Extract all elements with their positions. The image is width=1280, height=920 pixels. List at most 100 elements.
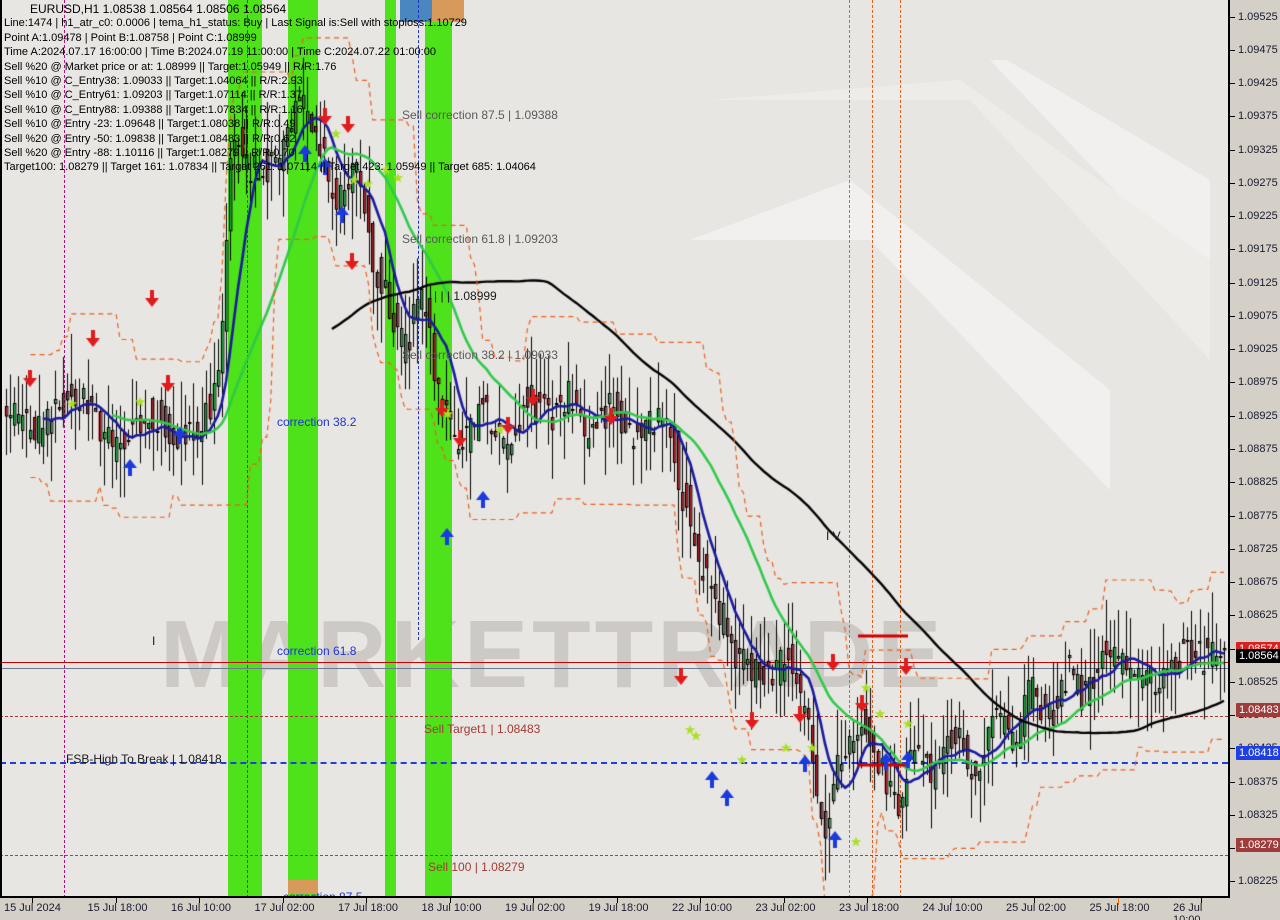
chart-annotation-7: FSB-High To Break | 1.08418 bbox=[66, 752, 222, 766]
time-tick bbox=[533, 898, 534, 903]
price-tick bbox=[1230, 349, 1235, 351]
price-tick bbox=[1230, 814, 1235, 816]
price-tick bbox=[1230, 315, 1235, 317]
price-tick-label: 1.08825 bbox=[1238, 476, 1278, 489]
chart-annotation-9: correction 87.5 bbox=[283, 890, 363, 898]
price-tick-label: 1.09075 bbox=[1238, 309, 1278, 322]
time-tick bbox=[32, 898, 33, 903]
info-line-10: Target100: 1.08279 || Target 161: 1.0783… bbox=[4, 161, 536, 174]
price-marker-1.08418: 1.08418 bbox=[1236, 745, 1280, 760]
time-tick bbox=[1201, 898, 1202, 903]
price-tick bbox=[1230, 615, 1235, 617]
price-tick bbox=[1230, 748, 1235, 750]
price-tick bbox=[1230, 216, 1235, 218]
price-tick bbox=[1230, 415, 1235, 417]
time-tick bbox=[115, 898, 117, 903]
info-line-5: Sell %10 @ C_Entry61: 1.09203 || Target:… bbox=[4, 89, 302, 102]
price-tick-label: 1.08775 bbox=[1238, 509, 1278, 522]
chart-annotation-8: Sell 100 | 1.08279 bbox=[428, 860, 525, 874]
price-tick-label: 1.09475 bbox=[1238, 43, 1278, 56]
chart-info-block: EURUSD,H1 1.08538 1.08564 1.08506 1.0856… bbox=[4, 2, 536, 175]
price-marker-1.08564: 1.08564 bbox=[1236, 648, 1280, 663]
price-tick bbox=[1230, 548, 1235, 550]
price-tick bbox=[1230, 282, 1235, 284]
price-series-canvas bbox=[0, 0, 1228, 898]
time-tick-label: 17 Jul 02:00 bbox=[254, 902, 315, 914]
time-tick bbox=[449, 898, 451, 903]
price-tick-label: 1.08725 bbox=[1238, 542, 1278, 555]
time-tick-label: 16 Jul 10:00 bbox=[171, 902, 231, 914]
price-tick-label: 1.09375 bbox=[1238, 110, 1278, 123]
time-tick bbox=[1034, 898, 1035, 903]
plot-area[interactable]: MARKETTRADE Sell correction 87.5 | bbox=[0, 0, 1228, 898]
info-line-4: Sell %10 @ C_Entry38: 1.09033 || Target:… bbox=[4, 75, 303, 88]
time-tick-label: 19 Jul 02:00 bbox=[505, 902, 565, 914]
price-tick-label: 1.08375 bbox=[1238, 775, 1278, 788]
info-line-2: Time A:2024.07.17 16:00:00 | Time B:2024… bbox=[4, 46, 436, 59]
price-tick-label: 1.09175 bbox=[1238, 243, 1278, 256]
time-tick bbox=[282, 898, 284, 903]
price-tick bbox=[1230, 482, 1235, 484]
price-tick-label: 1.09125 bbox=[1238, 276, 1278, 289]
time-tick bbox=[867, 898, 868, 903]
chart-annotation-2: | | | 1.08999 bbox=[434, 289, 497, 303]
price-tick bbox=[1230, 182, 1235, 184]
price-tick-label: 1.09025 bbox=[1238, 343, 1278, 356]
chart-annotation-3: Sell correction 38.2 | 1.09033 bbox=[402, 348, 558, 362]
price-tick-label: 1.08625 bbox=[1238, 609, 1278, 622]
chart-annotation-11: I bbox=[152, 634, 156, 648]
price-tick-label: 1.08925 bbox=[1238, 409, 1278, 422]
price-tick-label: 1.09325 bbox=[1238, 143, 1278, 156]
chart-annotation-5: correction 61.8 bbox=[277, 644, 357, 658]
info-line-6: Sell %10 @ C_Entry88: 1.09388 || Target:… bbox=[4, 103, 303, 116]
time-tick-label: 22 Jul 10:00 bbox=[672, 902, 732, 914]
price-tick bbox=[1230, 715, 1235, 717]
time-tick bbox=[616, 898, 618, 903]
chart-annotation-4: correction 38.2 bbox=[277, 415, 357, 429]
price-tick-label: 1.09225 bbox=[1238, 210, 1278, 223]
price-tick bbox=[1230, 582, 1235, 584]
symbol-ohlc-row: EURUSD,H1 1.08538 1.08564 1.08506 1.0856… bbox=[30, 2, 287, 16]
price-axis[interactable]: 1.09525 1.09475 1.09425 1.09375 1.09325 1.092… bbox=[1228, 0, 1280, 898]
price-tick-label: 1.09275 bbox=[1238, 176, 1278, 189]
time-tick-label: 26 Jul 10:00 bbox=[1173, 902, 1203, 920]
info-rows: Line:1474 | h1_atr_c0: 0.0006 | tema_h1_… bbox=[4, 16, 536, 174]
time-tick-label: 23 Jul 02:00 bbox=[755, 902, 816, 914]
time-tick-label: 17 Jul 18:00 bbox=[338, 902, 398, 914]
chart-annotation-10: I V bbox=[826, 529, 841, 543]
time-tick bbox=[700, 898, 701, 903]
time-tick-label: 18 Jul 10:00 bbox=[421, 902, 482, 914]
time-tick-label: 15 Jul 2024 bbox=[4, 902, 61, 914]
chart-annotation-0: Sell correction 87.5 | 1.09388 bbox=[402, 108, 558, 122]
price-marker-1.08483: 1.08483 bbox=[1236, 702, 1280, 717]
time-tick bbox=[366, 898, 367, 903]
time-tick bbox=[783, 898, 785, 903]
price-tick bbox=[1230, 49, 1235, 51]
price-tick bbox=[1230, 449, 1235, 450]
info-line-3: Sell %20 @ Market price or at: 1.08999 |… bbox=[4, 60, 337, 73]
price-tick bbox=[1230, 83, 1235, 85]
chart-annotation-6: Sell Target1 | 1.08483 bbox=[424, 722, 541, 736]
price-tick bbox=[1230, 116, 1235, 118]
price-tick-label: 1.08525 bbox=[1238, 675, 1278, 688]
time-axis[interactable]: 15 Jul 2024 15 Jul 18:00 16 Jul 10:00 17 Ju… bbox=[0, 898, 1228, 920]
time-tick-label: 25 Jul 18:00 bbox=[1089, 902, 1150, 914]
price-tick bbox=[1230, 249, 1235, 251]
time-tick-label: 23 Jul 18:00 bbox=[839, 902, 899, 914]
price-tick bbox=[1230, 382, 1235, 384]
price-marker-1.08279: 1.08279 bbox=[1236, 838, 1280, 853]
price-tick bbox=[1230, 781, 1235, 783]
price-tick-label: 1.08225 bbox=[1238, 875, 1278, 888]
price-tick-label: 1.08325 bbox=[1238, 808, 1278, 821]
info-line-7: Sell %10 @ Entry -23: 1.09648 || Target:… bbox=[4, 118, 296, 131]
price-tick bbox=[1230, 848, 1235, 850]
price-tick bbox=[1230, 648, 1235, 650]
price-tick bbox=[1230, 16, 1235, 18]
info-line-1: Point A:1.09478 | Point B:1.08758 | Poin… bbox=[4, 31, 257, 44]
time-tick-label: 19 Jul 18:00 bbox=[588, 902, 649, 914]
info-line-0: Line:1474 | h1_atr_c0: 0.0006 | tema_h1_… bbox=[4, 17, 467, 30]
info-line-8: Sell %20 @ Entry -50: 1.09838 || Target:… bbox=[4, 132, 296, 145]
price-tick bbox=[1230, 881, 1235, 883]
price-tick bbox=[1230, 149, 1235, 151]
